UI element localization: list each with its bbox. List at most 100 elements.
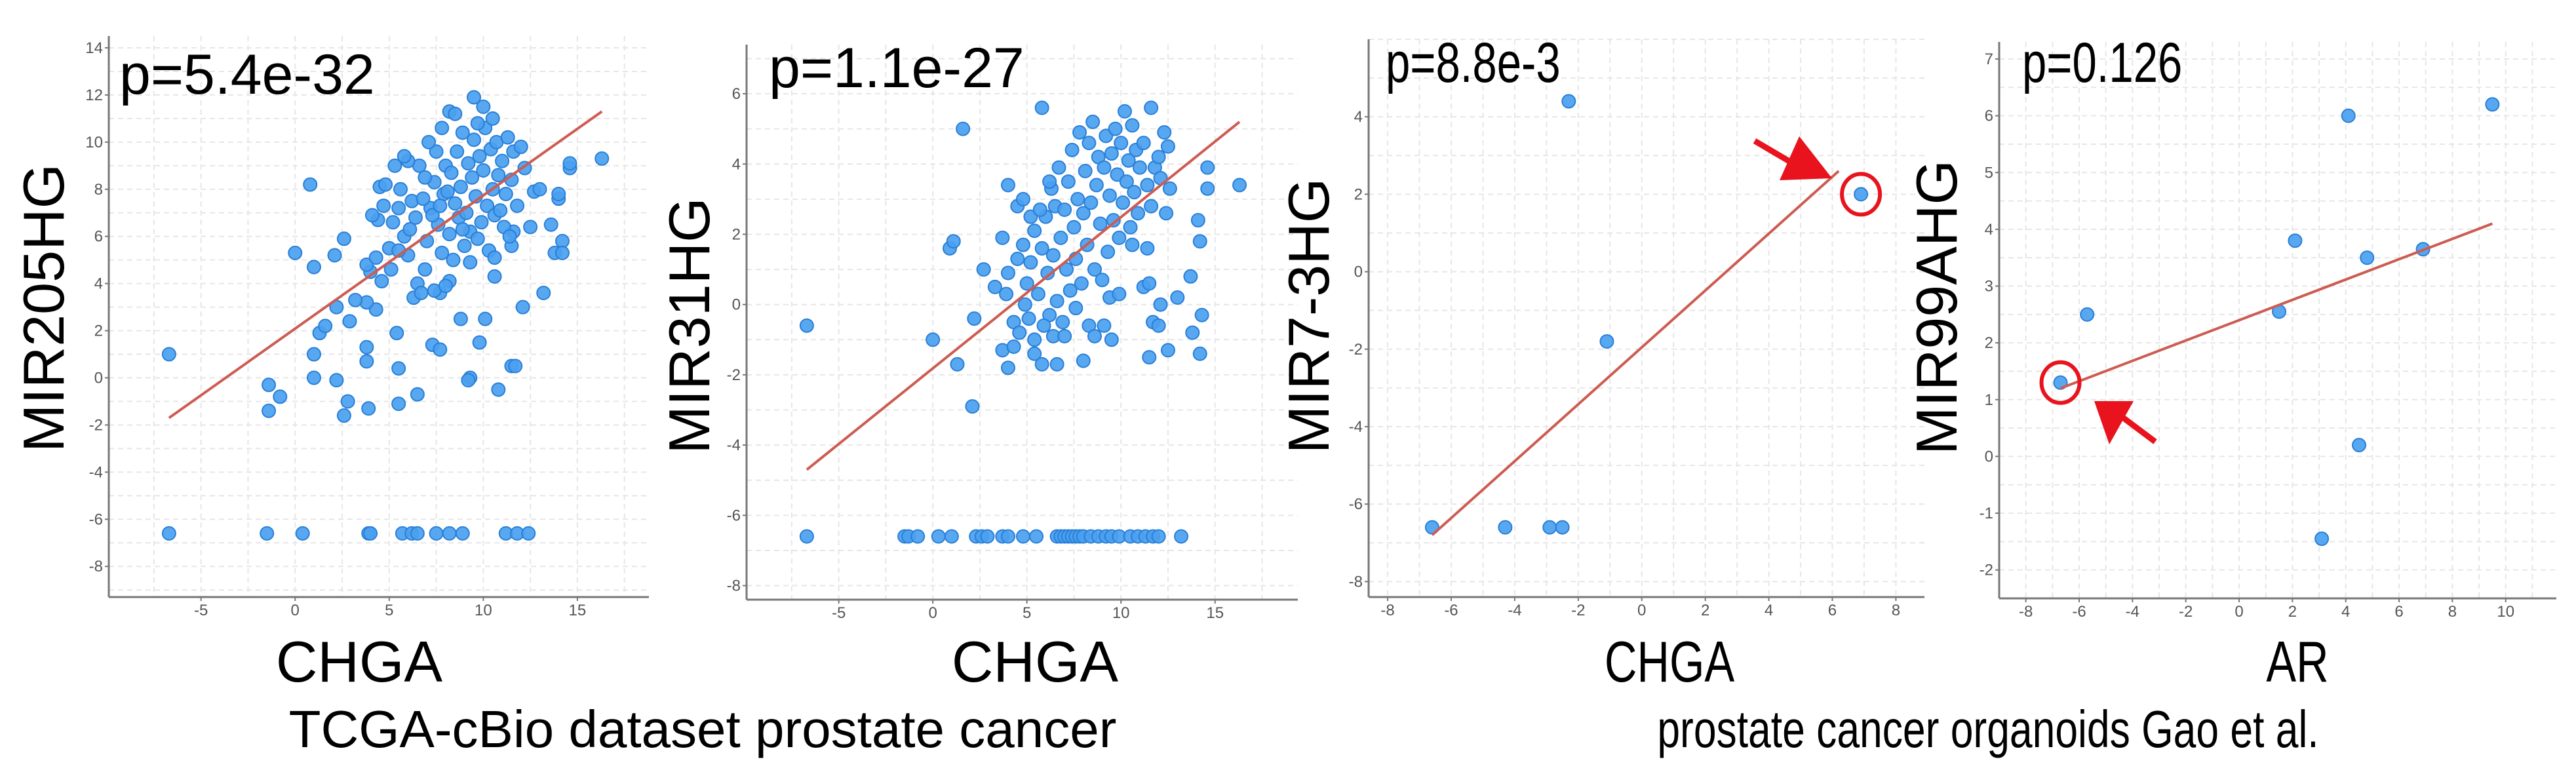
data-point — [1000, 529, 1015, 544]
y-tick-label: -2 — [1349, 341, 1363, 358]
red-arrow-icon — [1753, 136, 1832, 180]
data-point — [453, 180, 468, 195]
data-point — [433, 198, 448, 213]
data-point — [262, 377, 277, 393]
data-point — [485, 111, 500, 126]
data-point — [931, 529, 946, 544]
data-point — [944, 529, 959, 544]
data-point — [1170, 290, 1185, 305]
data-point — [260, 526, 275, 541]
x-tick-label: 2 — [2288, 603, 2297, 621]
data-point — [391, 361, 406, 376]
y-tick-label: -8 — [89, 558, 103, 575]
data-point — [1064, 142, 1080, 157]
y-tick-label: -2 — [1980, 562, 1993, 579]
data-point — [393, 182, 408, 197]
data-point — [1027, 332, 1042, 347]
data-point — [1076, 353, 1091, 368]
data-point — [1097, 160, 1112, 175]
y-tick-label: 4 — [1985, 221, 1993, 239]
y-tick-label: 4 — [732, 155, 741, 173]
data-point — [595, 151, 610, 166]
data-point — [161, 526, 176, 541]
x-tick-label: 6 — [2394, 603, 2403, 621]
y-tick-label: 0 — [1354, 263, 1363, 281]
y-tick-label: -6 — [727, 507, 741, 524]
y-tick-label: -8 — [727, 577, 741, 595]
data-point — [980, 529, 995, 544]
caption-tcga: TCGA-cBio dataset prostate cancer — [289, 700, 1117, 758]
data-point — [453, 311, 468, 326]
data-point — [2288, 233, 2303, 248]
data-point — [1074, 276, 1089, 291]
scatter-panel-3: -8 -6 -4 -2 0 2 4 6 8 -8 -6 -4 -2 0 2 4 p=8.8e-3 CHGA MIR7… — [1276, 31, 1924, 694]
x-tick-label: 4 — [2341, 603, 2350, 621]
data-point — [457, 239, 472, 254]
data-point — [1066, 220, 1082, 235]
data-point — [1087, 328, 1103, 343]
data-point — [1160, 343, 1175, 358]
x-axis-label: AR — [2266, 630, 2328, 694]
y-axis-label: MIR31HG — [657, 197, 722, 454]
data-point — [555, 245, 570, 260]
data-point — [1136, 136, 1151, 151]
data-point — [1076, 206, 1091, 221]
data-point — [1015, 191, 1030, 206]
data-point — [359, 339, 374, 355]
data-point — [1190, 213, 1205, 228]
data-point — [551, 186, 566, 201]
y-tick-label: -4 — [1349, 418, 1363, 436]
data-point — [1093, 216, 1108, 231]
y-tick-label: 6 — [1985, 107, 1993, 125]
data-point — [1027, 223, 1042, 239]
data-point — [470, 231, 485, 246]
data-point — [1116, 195, 1131, 210]
data-point — [402, 222, 418, 237]
data-point — [523, 220, 538, 235]
data-point — [1192, 346, 1207, 361]
data-point — [438, 279, 453, 294]
data-point — [1561, 94, 1576, 109]
data-point — [1010, 252, 1025, 267]
data-point — [999, 286, 1014, 301]
data-point — [1063, 283, 1078, 298]
data-point — [1112, 230, 1127, 245]
data-point — [348, 292, 363, 307]
data-point — [1555, 520, 1570, 535]
data-point — [946, 234, 961, 249]
data-point — [1159, 206, 1174, 221]
x-tick-label: 5 — [1023, 604, 1031, 622]
data-point — [1183, 269, 1198, 284]
data-point — [466, 132, 481, 147]
data-point — [515, 300, 530, 315]
data-point — [262, 403, 277, 418]
data-point — [1030, 286, 1045, 301]
y-tick-label: 5 — [1985, 164, 1993, 182]
data-point — [1097, 318, 1112, 333]
data-point — [1057, 202, 1072, 217]
data-point — [1132, 160, 1147, 175]
data-point — [391, 201, 406, 216]
x-tick-label: -2 — [2179, 603, 2193, 621]
y-tick-label: 8 — [94, 181, 103, 199]
data-point — [1102, 188, 1117, 203]
x-tick-label: -2 — [1571, 602, 1585, 619]
data-point — [421, 134, 437, 149]
data-point — [910, 529, 926, 544]
data-point — [1019, 276, 1034, 291]
data-point — [303, 177, 318, 192]
data-point — [1027, 346, 1042, 361]
x-tick-label: -4 — [2126, 603, 2139, 621]
red-arrow-icon — [2094, 401, 2157, 444]
data-point — [1157, 125, 1172, 140]
y-tick-label: -6 — [89, 511, 103, 528]
data-point — [1034, 241, 1049, 256]
data-point — [389, 326, 404, 341]
regression-line — [1431, 170, 1840, 536]
data-point — [1125, 118, 1140, 133]
data-point — [1498, 520, 1513, 535]
data-point — [340, 394, 355, 409]
data-point — [1104, 332, 1119, 347]
x-tick-label: 4 — [1765, 602, 1773, 619]
data-point — [976, 262, 991, 277]
